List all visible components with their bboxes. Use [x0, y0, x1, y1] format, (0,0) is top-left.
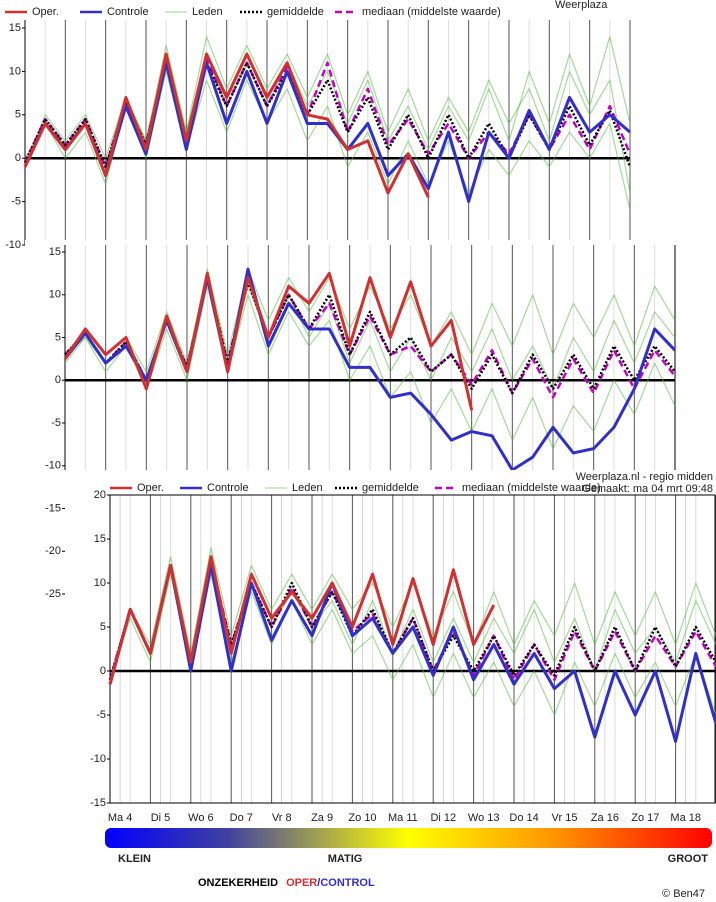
member-line — [64, 285, 676, 450]
legend-label: mediaan (middelste waarde) — [362, 6, 501, 18]
y-tick-label: -10 — [5, 239, 21, 251]
y-tick-label: -5 — [11, 196, 21, 208]
legend-label: gemiddelde — [362, 482, 419, 494]
x-tick-label: Ma 11 — [388, 812, 418, 824]
scale-high: GROOT — [668, 853, 709, 865]
y-tick-label: 10 — [94, 577, 106, 589]
source-label: Weerplaza.nl - regio midden — [576, 471, 713, 483]
legend-label: mediaan (middelste waarde) — [462, 482, 601, 494]
x-tick-label: Vr 15 — [552, 812, 578, 824]
caption-part: CONTROL — [320, 877, 375, 889]
x-tick-label: Wo 6 — [188, 812, 213, 824]
caption: ONZEKERHEID OPER/CONTROL — [198, 877, 375, 889]
legend-label: Controle — [107, 6, 149, 18]
y-tick-label: 0 — [100, 665, 106, 677]
y-tick-label: 15 — [9, 22, 21, 34]
caption-part: ONZEKERHEID — [198, 877, 278, 889]
x-tick-label: Di 12 — [430, 812, 456, 824]
x-tick-label: Zo 17 — [631, 812, 659, 824]
member-line — [109, 573, 716, 716]
x-tick-label: Do 14 — [509, 812, 538, 824]
y-tick-label: 15 — [94, 533, 106, 545]
series-line — [108, 563, 716, 743]
y-tick-label: -10 — [45, 460, 61, 472]
y-tick-label: 10 — [49, 289, 61, 301]
y-tick-label: 0 — [55, 374, 61, 386]
legend-label: Oper. — [32, 6, 59, 18]
y-tick-label: 5 — [55, 331, 61, 343]
source-label: Weerplaza — [555, 0, 608, 11]
y-tick-label: 5 — [100, 621, 106, 633]
series-line — [108, 555, 496, 685]
y-tick-label: -5 — [51, 417, 61, 429]
series-line — [63, 271, 474, 411]
series-line — [23, 52, 430, 198]
series-line — [23, 61, 631, 204]
member-line — [64, 268, 676, 373]
y-tick-label: -15 — [45, 502, 61, 514]
x-tick-label: Ma 18 — [670, 812, 701, 824]
scale-low: KLEIN — [118, 853, 151, 865]
legend-label: Leden — [192, 6, 223, 18]
legend-label: Controle — [207, 482, 249, 494]
uncertainty-bar — [105, 828, 712, 848]
y-tick-label: -15 — [90, 797, 106, 809]
created-label: Gemaakt: ma 04 mrt 09:48 — [582, 483, 713, 495]
y-tick-label: -25 — [45, 588, 61, 600]
chart-panel: 15 10 5 0 -5 -10 Oper. Controle Leden gemiddelde m… — [0, 0, 716, 251]
y-tick-label: 20 — [94, 489, 106, 501]
x-tick-label: Za 9 — [311, 812, 333, 824]
plot-frame — [109, 494, 716, 804]
x-tick-label: Za 16 — [591, 812, 619, 824]
x-tick-label: Do 7 — [230, 812, 253, 824]
legend-label: Leden — [292, 482, 323, 494]
y-tick-label: 15 — [49, 246, 61, 258]
y-tick-label: -5 — [96, 709, 106, 721]
chart-panel: Ma 4 Di 5 Wo 6 Do 7 Vr 8 Za 9 Zo 10 Ma 11 Di 12 W… — [70, 470, 716, 830]
x-tick-label: Vr 8 — [272, 812, 292, 824]
y-tick-label: 5 — [15, 109, 21, 121]
legend-label: gemiddelde — [267, 6, 324, 18]
credit: © Ben47 — [662, 888, 705, 900]
y-tick-label: 0 — [15, 152, 21, 164]
x-tick-label: Wo 13 — [468, 812, 500, 824]
y-tick-label: -20 — [45, 545, 61, 557]
x-tick-label: Ma 4 — [108, 812, 132, 824]
x-tick-label: Di 5 — [151, 812, 171, 824]
caption-part: / — [317, 877, 320, 889]
x-tick-label: Zo 10 — [348, 812, 376, 824]
y-tick-label: 10 — [9, 65, 21, 77]
legend-label: Oper. — [137, 482, 164, 494]
y-tick-label: -10 — [90, 753, 106, 765]
scale-mid: MATIG — [328, 853, 363, 865]
caption-part: OPER — [286, 877, 317, 889]
